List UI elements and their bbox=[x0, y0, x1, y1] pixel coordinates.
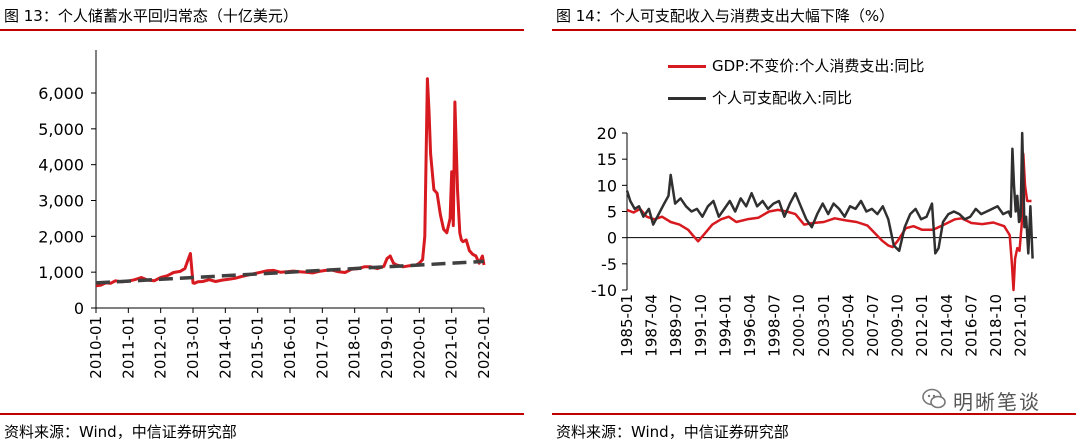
x-tick-label: 2010-01 bbox=[87, 316, 105, 379]
y-tick-label: 5 bbox=[607, 203, 617, 222]
title-rule bbox=[552, 29, 1076, 31]
x-tick-label: 1985-01 bbox=[618, 294, 636, 357]
x-tick-label: 2018-01 bbox=[346, 316, 364, 379]
x-tick-label: 2013-01 bbox=[184, 316, 202, 379]
x-tick-label: 2018-10 bbox=[987, 294, 1005, 357]
x-tick-label: 1994-01 bbox=[716, 294, 734, 357]
y-tick-label: 0 bbox=[74, 299, 84, 318]
x-tick-label: 2022-01 bbox=[475, 316, 493, 379]
x-tick-label: 2014-04 bbox=[938, 294, 956, 357]
legend-item-consumption: GDP:不变价:个人消费支出:同比 bbox=[668, 55, 924, 76]
legend-label-income: 个人可支配收入:同比 bbox=[712, 89, 853, 107]
legend-label-consumption: GDP:不变价:个人消费支出:同比 bbox=[712, 57, 925, 75]
savings-line-chart: 0 1,000 2,000 3,000 4,000 5,000 6,000 2010-01 20… bbox=[38, 50, 493, 379]
x-tick-label: 2021-01 bbox=[443, 316, 461, 379]
y-tick-label: 15 bbox=[597, 150, 617, 169]
x-tick-label: 2016-01 bbox=[281, 316, 299, 379]
income-series-line bbox=[625, 131, 1034, 259]
right-panel: 图 14：个人可支配收入与消费支出大幅下降（%） GDP:不变价:个人消费支出:… bbox=[552, 0, 1080, 446]
x-tick-label: 2007-07 bbox=[864, 294, 882, 357]
trend-dashed-line bbox=[95, 259, 485, 285]
x-tick-label: 2012-01 bbox=[152, 316, 170, 379]
legend-swatch-dark bbox=[668, 97, 706, 100]
x-tick-label: 1996-04 bbox=[741, 294, 759, 357]
x-tick-label: 2011-01 bbox=[119, 316, 137, 379]
y-tick-label: 0 bbox=[607, 229, 617, 248]
x-tick-label: 1998-07 bbox=[766, 294, 784, 357]
y-tick-label: -10 bbox=[591, 281, 617, 300]
x-tick-label: 2016-07 bbox=[962, 294, 980, 357]
y-tick-label: -5 bbox=[601, 255, 617, 274]
chart-title-savings: 图 13：个人储蓄水平回归常态（十亿美元） bbox=[4, 7, 298, 25]
x-tick-label: 2014-01 bbox=[216, 316, 234, 379]
x-tick-label: 2015-01 bbox=[249, 316, 267, 379]
source-rule bbox=[552, 413, 1076, 415]
y-tick-label: 5,000 bbox=[38, 120, 84, 139]
x-tick-label: 2019-01 bbox=[378, 316, 396, 379]
watermark: 明晰笔谈 bbox=[915, 382, 1075, 416]
x-tick-label: 2005-04 bbox=[839, 294, 857, 357]
x-tick-label: 2017-01 bbox=[313, 316, 331, 379]
consumption-series-line bbox=[626, 152, 1032, 292]
savings-series-line bbox=[95, 77, 486, 288]
source-note-right: 资料来源：Wind，中信证券研究部 bbox=[556, 423, 789, 441]
y-tick-label: 3,000 bbox=[38, 192, 84, 211]
y-tick-label: 4,000 bbox=[38, 156, 84, 175]
x-tick-label: 2020-01 bbox=[410, 316, 428, 379]
x-tick-label: 1987-04 bbox=[643, 294, 661, 357]
y-tick-label: 1,000 bbox=[38, 263, 84, 282]
legend-swatch-red bbox=[668, 65, 706, 68]
x-tick-label: 2003-01 bbox=[815, 294, 833, 357]
chart-title-income-spending: 图 14：个人可支配收入与消费支出大幅下降（%） bbox=[556, 7, 895, 25]
y-tick-label: 20 bbox=[597, 124, 617, 143]
x-tick-label: 2000-10 bbox=[790, 294, 808, 357]
x-tick-label: 2021-01 bbox=[1012, 294, 1030, 357]
title-rule bbox=[0, 29, 524, 31]
x-tick-label: 1989-07 bbox=[667, 294, 685, 357]
source-rule bbox=[0, 413, 524, 415]
y-tick-label: 10 bbox=[597, 176, 617, 195]
chat-bubble-icon bbox=[922, 388, 946, 409]
source-note-left: 资料来源：Wind，中信证券研究部 bbox=[4, 423, 237, 441]
x-tick-label: 1991-10 bbox=[692, 294, 710, 357]
x-tick-label: 2012-01 bbox=[913, 294, 931, 357]
y-tick-label: 2,000 bbox=[38, 227, 84, 246]
x-tick-label: 2009-10 bbox=[889, 294, 907, 357]
left-panel: 图 13：个人储蓄水平回归常态（十亿美元） 0 1,000 2,000 3,000 4,… bbox=[0, 0, 528, 446]
legend-item-income: 个人可支配收入:同比 bbox=[668, 87, 852, 108]
y-tick-label: 6,000 bbox=[38, 84, 84, 103]
watermark-text: 明晰笔谈 bbox=[953, 390, 1041, 414]
